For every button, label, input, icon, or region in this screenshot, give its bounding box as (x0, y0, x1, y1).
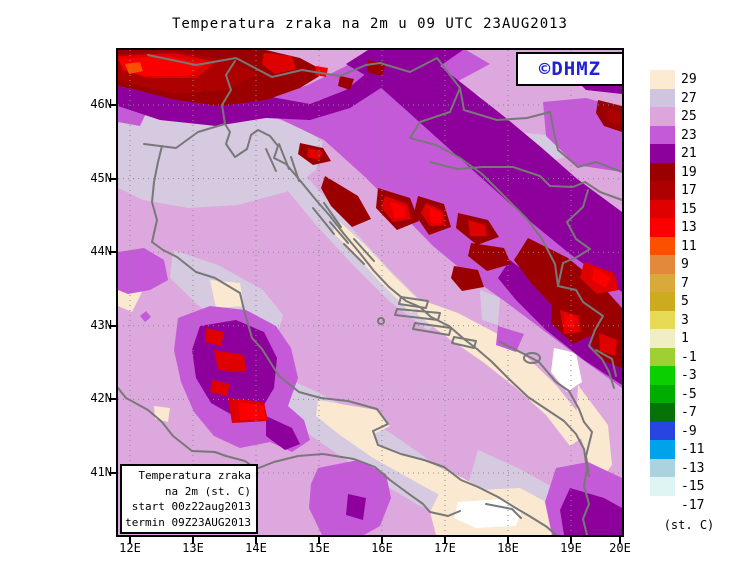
lon-label-14E: 14E (245, 541, 267, 555)
colorbar-tick-label: 23 (681, 127, 697, 143)
colorbar-swatch-7 (650, 273, 675, 292)
colorbar-swatch--17 (650, 495, 675, 514)
info-box-line: termin 09Z23AUG2013 (125, 515, 251, 529)
colorbar-tick-label: 21 (681, 146, 697, 161)
colorbar-tick-label: 17 (681, 183, 697, 198)
colorbar-swatch-5 (650, 292, 675, 311)
colorbar-swatch-15 (650, 199, 675, 218)
colorbar-unit-label: (st. C) (663, 518, 715, 532)
colorbar-tick-label: 15 (681, 201, 697, 217)
colorbar-swatch--13 (650, 458, 675, 477)
colorbar-tick-label: -1 (681, 349, 697, 365)
lat-tick-45N (109, 177, 116, 180)
lat-tick-41N (109, 472, 116, 474)
map-info-box: Temperatura zraka na 2m (st. C) start 00z2… (120, 464, 258, 534)
lat-label-42N: 42N (90, 391, 112, 406)
colorbar-tick-label: 29 (681, 72, 697, 87)
lon-tick-18E (507, 537, 509, 544)
colorbar-swatch--15 (650, 477, 675, 496)
colorbar-swatch--3 (650, 366, 675, 385)
lon-label-13E: 13E (182, 541, 204, 555)
info-box-line: na 2m (st. C) (164, 484, 251, 498)
colorbar-tick-label: 1 (681, 331, 689, 346)
lat-label-46N: 46N (90, 97, 112, 111)
colorbar-tick-label: 25 (681, 109, 697, 124)
map-frame (116, 48, 624, 537)
colorbar-tick-label: -17 (681, 497, 705, 513)
colorbar-swatch-11 (650, 236, 675, 255)
colorbar-swatch-21 (650, 144, 675, 163)
lon-label-20E: 20E (609, 541, 631, 555)
map-fill-29plus (454, 348, 582, 528)
lat-tick-46N (109, 104, 116, 106)
lat-tick-42N (109, 398, 116, 401)
colorbar-tick-label: -13 (681, 460, 705, 476)
colorbar-swatch-23 (650, 125, 675, 144)
colorbar-tick-label: -11 (681, 442, 705, 457)
colorbar-swatch-25 (650, 107, 675, 126)
info-box-line: Temperatura zraka (138, 469, 251, 482)
lon-label-12E: 12E (119, 541, 141, 555)
page-title: Temperatura zraka na 2m u 09 UTC 23AUG20… (171, 16, 568, 32)
lon-label-19E: 19E (560, 541, 582, 555)
colorbar-swatch--1 (650, 347, 675, 366)
colorbar-tick-label: -7 (681, 405, 697, 420)
lon-tick-20E (619, 537, 621, 544)
colorbar-swatch--11 (650, 440, 675, 459)
lat-label-41N: 41N (90, 465, 112, 479)
lon-label-18E: 18E (497, 541, 519, 555)
colorbar-tick-label: 11 (681, 238, 697, 254)
colorbar-swatch-19 (650, 162, 675, 181)
colorbar-tick-label: 9 (681, 257, 689, 272)
colorbar-swatch-29 (650, 70, 675, 89)
lat-label-43N: 43N (90, 317, 112, 332)
colorbar-tick-label: 3 (681, 312, 689, 328)
colorbar-swatch-27 (650, 88, 675, 107)
dhmz-logo-box: ©DHMZ (516, 52, 624, 86)
lat-tick-44N (109, 251, 116, 254)
lon-tick-17E (444, 537, 446, 544)
lon-tick-12E (129, 537, 131, 544)
info-box-line: start 00z22aug2013 (131, 500, 251, 513)
colorbar-tick-label: 27 (681, 90, 697, 106)
colorbar-tick-label: 5 (681, 294, 689, 309)
lon-tick-15E (318, 537, 320, 544)
colorbar-swatch--9 (650, 421, 675, 440)
colorbar-swatch--7 (650, 403, 675, 422)
lon-tick-16E (381, 537, 383, 544)
colorbar-tick-label: 7 (681, 275, 689, 291)
lon-tick-19E (570, 537, 572, 544)
coastlines-borders (118, 54, 622, 535)
lat-label-45N: 45N (90, 170, 112, 185)
colorbar-tick-label: 19 (681, 164, 697, 180)
lon-tick-14E (255, 537, 257, 544)
colorbar-swatch-13 (650, 218, 675, 237)
colorbar-tick-label: -15 (681, 479, 705, 494)
colorbar-swatch-9 (650, 255, 675, 274)
lon-label-17E: 17E (434, 541, 456, 555)
colorbar-swatch--5 (650, 384, 675, 403)
lon-tick-13E (192, 537, 194, 544)
dhmz-logo-text: ©DHMZ (538, 58, 602, 80)
lon-label-15E: 15E (308, 541, 330, 555)
temperature-map (118, 50, 622, 535)
lon-label-16E: 16E (371, 541, 393, 555)
colorbar-tick-label: -3 (681, 368, 697, 383)
colorbar-swatch-1 (650, 329, 675, 348)
colorbar-tick-label: -5 (681, 386, 697, 402)
colorbar-tick-label: -9 (681, 423, 697, 439)
colorbar-swatch-3 (650, 310, 675, 329)
lat-label-44N: 44N (90, 244, 112, 259)
lat-tick-43N (109, 324, 116, 327)
colorbar-tick-label: 13 (681, 220, 697, 235)
colorbar-swatch-17 (650, 181, 675, 200)
